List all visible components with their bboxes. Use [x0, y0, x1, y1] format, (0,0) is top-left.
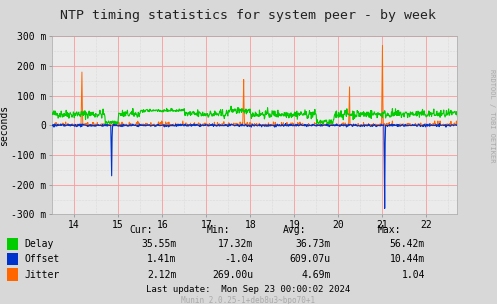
Text: Avg:: Avg:	[283, 225, 307, 234]
Text: Jitter: Jitter	[25, 270, 60, 279]
Text: 56.42m: 56.42m	[390, 239, 425, 249]
Text: 36.73m: 36.73m	[295, 239, 331, 249]
Text: Cur:: Cur:	[129, 225, 153, 234]
Text: 609.07u: 609.07u	[289, 254, 331, 264]
Text: 35.55m: 35.55m	[141, 239, 176, 249]
Y-axis label: seconds: seconds	[0, 105, 8, 146]
Text: 10.44m: 10.44m	[390, 254, 425, 264]
Text: 4.69m: 4.69m	[301, 270, 331, 279]
Text: Last update:  Mon Sep 23 00:00:02 2024: Last update: Mon Sep 23 00:00:02 2024	[147, 285, 350, 294]
Text: 2.12m: 2.12m	[147, 270, 176, 279]
Text: 269.00u: 269.00u	[212, 270, 253, 279]
Text: RRDTOOL / TOBI OETIKER: RRDTOOL / TOBI OETIKER	[489, 69, 495, 162]
Text: NTP timing statistics for system peer - by week: NTP timing statistics for system peer - …	[61, 9, 436, 22]
Text: -1.04: -1.04	[224, 254, 253, 264]
Text: Offset: Offset	[25, 254, 60, 264]
Text: 1.04: 1.04	[402, 270, 425, 279]
Text: Munin 2.0.25-1+deb8u3~bpo70+1: Munin 2.0.25-1+deb8u3~bpo70+1	[181, 296, 316, 304]
Text: 1.41m: 1.41m	[147, 254, 176, 264]
Text: Max:: Max:	[378, 225, 401, 234]
Text: Delay: Delay	[25, 239, 54, 249]
Text: 17.32m: 17.32m	[218, 239, 253, 249]
Text: Min:: Min:	[206, 225, 230, 234]
